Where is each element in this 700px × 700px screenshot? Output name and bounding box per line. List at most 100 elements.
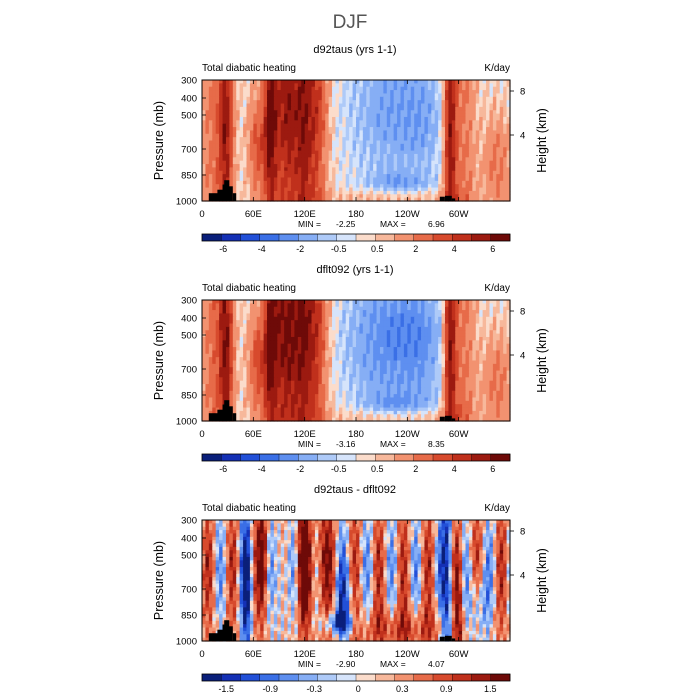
heatmap-cell — [290, 320, 295, 325]
heatmap-cell — [373, 306, 378, 311]
heatmap-cell — [328, 110, 333, 115]
heatmap-cell — [236, 80, 241, 84]
heatmap-cell — [280, 113, 285, 118]
heatmap-cell — [506, 167, 511, 172]
heatmap-cell — [468, 197, 473, 202]
heatmap-cell — [208, 167, 213, 172]
heatmap-cell — [290, 333, 295, 338]
heatmap-cell — [503, 116, 508, 121]
heatmap-cell — [479, 160, 484, 165]
heatmap-cell — [349, 177, 354, 182]
heatmap-cell — [403, 106, 408, 111]
heatmap-cell — [321, 150, 326, 155]
heatmap-cell — [407, 93, 412, 98]
heatmap-cell — [362, 100, 367, 105]
heatmap-cell — [345, 310, 350, 315]
heatmap-cell — [369, 180, 374, 185]
heatmap-cell — [373, 80, 378, 84]
heatmap-cell — [472, 320, 477, 325]
heatmap-cell — [287, 123, 292, 128]
heatmap-cell — [403, 86, 408, 91]
heatmap-cell — [427, 336, 432, 341]
heatmap-cell — [349, 187, 354, 192]
heatmap-cell — [270, 133, 275, 138]
heatmap-cell — [506, 143, 511, 148]
heatmap-cell — [253, 313, 258, 318]
heatmap-cell — [267, 100, 272, 105]
heatmap-cell — [390, 123, 395, 128]
heatmap-cell — [427, 164, 432, 168]
heatmap-cell — [321, 167, 326, 172]
heatmap-cell — [345, 303, 350, 308]
heatmap-cell — [349, 340, 354, 345]
heatmap-cell — [482, 347, 487, 352]
heatmap-cell — [431, 113, 436, 118]
heatmap-cell — [386, 164, 391, 168]
heatmap-cell — [256, 120, 261, 125]
heatmap-cell — [297, 100, 302, 105]
heatmap-cell — [335, 300, 340, 304]
heatmap-cell — [304, 190, 309, 195]
heatmap-cell — [417, 316, 422, 321]
heatmap-cell — [400, 340, 405, 345]
heatmap-cell — [441, 140, 446, 145]
heatmap-cell — [431, 140, 436, 145]
heatmap-cell — [359, 174, 364, 179]
topography-block — [228, 186, 233, 201]
heatmap-cell — [318, 184, 323, 189]
heatmap-cell — [287, 303, 292, 308]
heatmap-cell — [448, 133, 453, 138]
heatmap-cell — [366, 194, 371, 199]
heatmap-cell — [260, 310, 265, 315]
heatmap-cell — [287, 120, 292, 125]
heatmap-cell — [239, 190, 244, 195]
heatmap-cell — [414, 160, 419, 165]
heatmap-cell — [232, 80, 237, 84]
heatmap-cell — [314, 123, 319, 128]
heatmap-cell — [421, 350, 426, 355]
heatmap-cell — [376, 184, 381, 189]
colorbar-label: -6 — [219, 244, 227, 254]
heatmap-cell — [479, 197, 484, 202]
heatmap-cell — [267, 106, 272, 111]
heatmap-cell — [352, 326, 357, 331]
heatmap-cell — [496, 187, 501, 192]
heatmap-cell — [465, 103, 470, 108]
heatmap-cell — [222, 343, 227, 348]
heatmap-cell — [249, 340, 254, 345]
heatmap-cell — [335, 80, 340, 84]
heatmap-cell — [202, 167, 207, 172]
heatmap-cell — [263, 177, 268, 182]
heatmap-cell — [503, 357, 508, 362]
heatmap-cell — [263, 96, 268, 101]
colorbar-swatch — [259, 234, 280, 241]
heatmap-cell — [236, 110, 241, 115]
heatmap-cell — [383, 310, 388, 315]
heatmap-cell — [308, 103, 313, 108]
heatmap-cell — [424, 180, 429, 185]
heatmap-cell — [499, 180, 504, 185]
heatmap-cell — [393, 170, 398, 175]
heatmap-cell — [212, 143, 217, 148]
heatmap-cell — [492, 116, 497, 121]
heatmap-cell — [297, 347, 302, 352]
heatmap-cell — [219, 177, 224, 182]
heatmap-cell — [438, 147, 443, 152]
heatmap-cell — [349, 123, 354, 128]
heatmap-cell — [294, 83, 299, 88]
heatmap-cell — [441, 300, 446, 304]
heatmap-cell — [273, 153, 278, 158]
heatmap-cell — [424, 160, 429, 165]
heatmap-cell — [225, 330, 230, 335]
colorbar-swatch — [356, 234, 376, 241]
heatmap-cell — [424, 350, 429, 355]
heatmap-cell — [219, 170, 224, 175]
heatmap-cell — [314, 153, 319, 158]
heatmap-cell — [239, 106, 244, 111]
heatmap-cell — [496, 130, 501, 135]
heatmap-cell — [472, 187, 477, 192]
heatmap-cell — [451, 306, 456, 311]
heatmap-cell — [499, 120, 504, 125]
heatmap-cell — [468, 133, 473, 138]
heatmap-cell — [475, 86, 480, 91]
